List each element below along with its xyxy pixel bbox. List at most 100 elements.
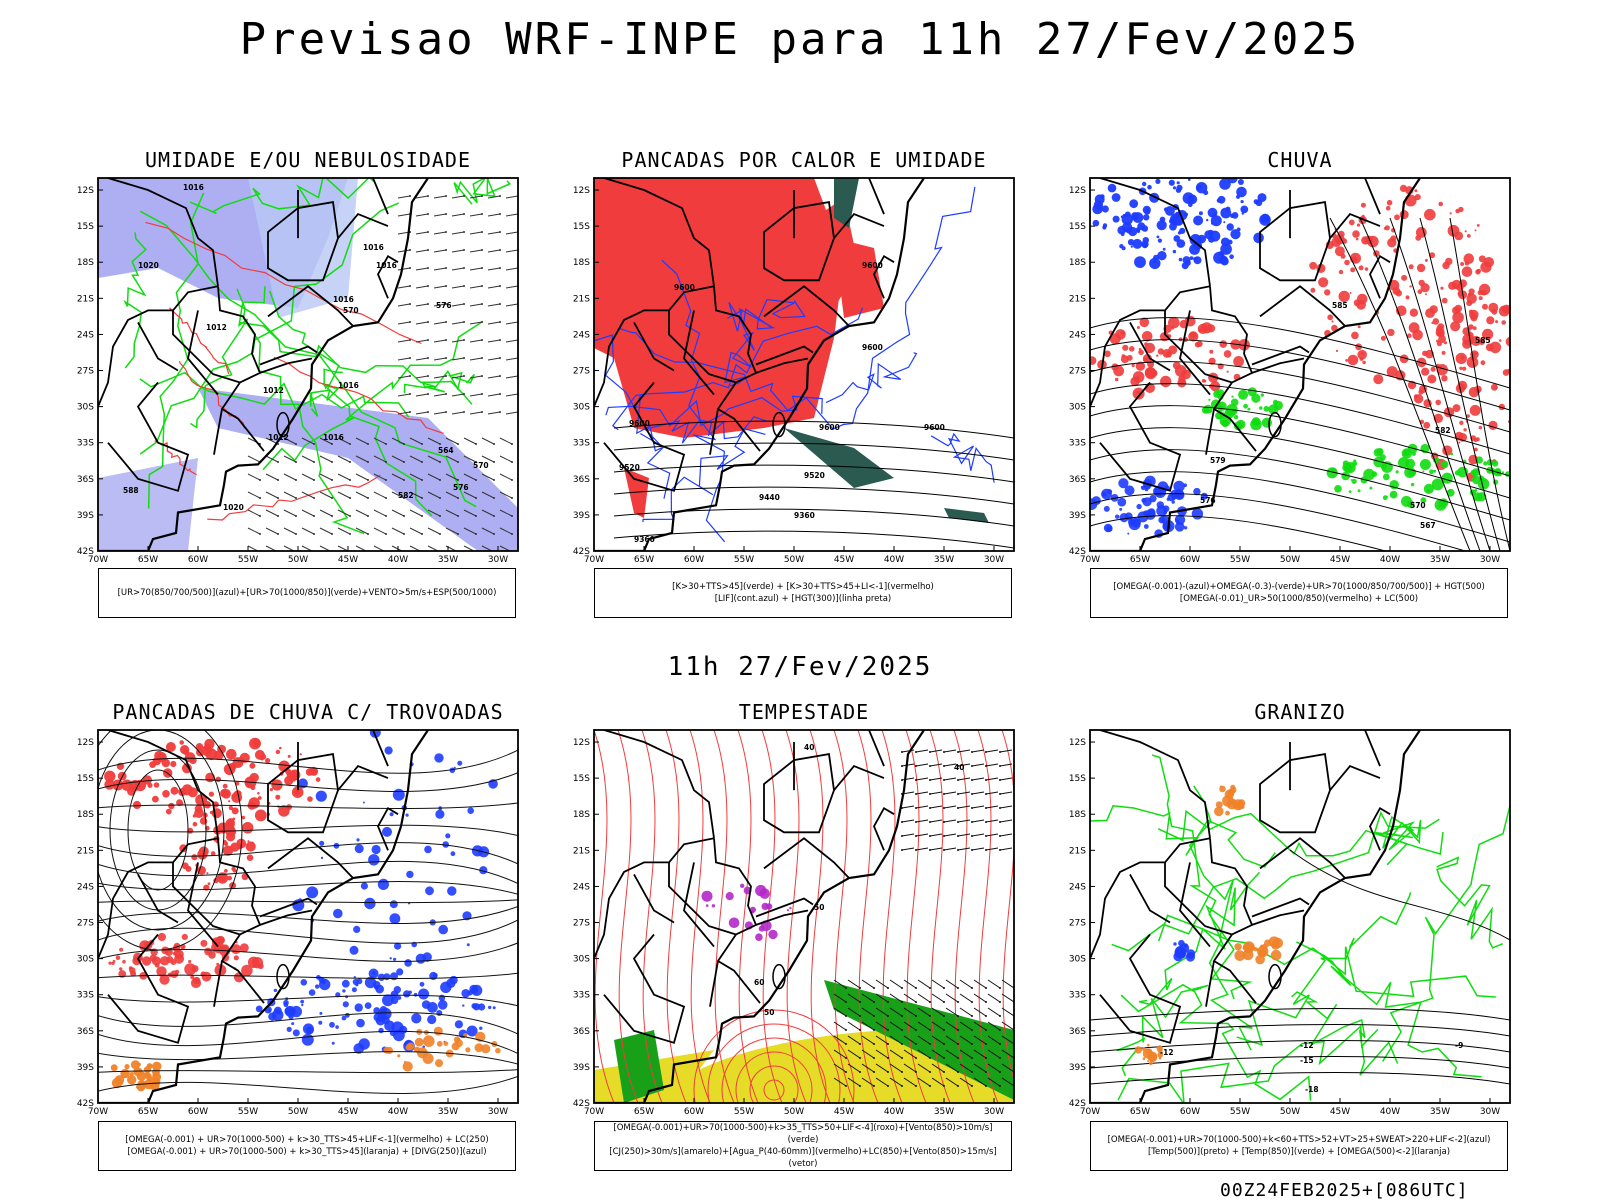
contour-label: 40 [804,743,814,752]
contour-label: 9520 [804,471,825,480]
lat-tick-label: 24S [1069,882,1086,892]
lat-tick-label: 39S [77,511,94,521]
weather-map: 9600 9600 9600 9600 9600 9600 9520 9520 9440 9360… [573,177,1015,565]
contour-label: 9600 [862,261,883,270]
lat-tick-label: 33S [77,991,94,1001]
lon-tick-label: 50W [784,555,804,565]
panel-legend: [UR>70(850/700/500)](azul)+[UR>70(1000/8… [98,568,516,618]
lat-tick-label: 12S [1069,738,1086,748]
contour-label: 576 [453,483,469,492]
lat-tick-label: 18S [1069,810,1086,820]
panel-title: UMIDADE E/OU NEBULOSIDADE [144,148,472,172]
contour-label: 50 [764,1008,774,1017]
legend-line: [OMEGA(-0.001) + UR>70(1000-500) + k>30_… [125,1135,489,1145]
legend-line: [CJ(250)>30m/s](amarelo)+[Agua_P(40-60mm… [609,1147,997,1169]
contour-label: 1012 [268,433,289,442]
legend-line: [OMEGA(-0.001) + UR>70(1000-500) + k>30_… [127,1147,487,1157]
contour-label: 576 [1200,496,1216,505]
lon-tick-label: 65W [634,555,654,565]
lon-tick-label: 35W [438,1107,458,1117]
contour-label: 1012 [206,323,227,332]
panel-legend: [OMEGA(-0.001)+UR>70(1000-500)+k<60+TTS>… [1090,1121,1508,1171]
legend-line: [OMEGA(-0.001)-(azul)+OMEGA(-0.3)-(verde… [1113,582,1485,592]
lat-tick-label: 24S [1069,330,1086,340]
contour-label: 9600 [629,419,650,428]
lat-tick-label: 24S [573,330,590,340]
lon-tick-label: 45W [1330,1107,1350,1117]
contour-label: 1020 [138,261,159,270]
lat-tick-label: 33S [573,439,590,449]
weather-map: 585 585 582 579 576 573 570 567 12S 15S 18S 21S 24S 2… [1069,177,1511,565]
coastline [98,730,430,1103]
lon-tick-label: 30W [1480,1107,1500,1117]
lat-tick-label: 21S [77,294,94,304]
lat-tick-label: 39S [573,1063,590,1073]
mid-title: 11h 27/Fev/2025 [667,652,933,682]
lon-tick-label: 60W [684,1107,704,1117]
lon-tick-label: 35W [934,555,954,565]
contour-label: 570 [343,306,359,315]
contour-label: 582 [1435,426,1451,435]
lat-tick-label: 21S [573,846,590,856]
lat-tick-label: 30S [573,403,590,413]
lat-tick-label: 30S [1069,955,1086,965]
lon-tick-label: 70W [88,555,108,565]
contour-label: -12 [1160,1048,1174,1057]
coastline [594,730,926,1103]
lat-tick-label: 18S [1069,258,1086,268]
contour-label: 576 [436,301,452,310]
run-footer: 00Z24FEB2025+[086UTC] [1220,1180,1469,1201]
lon-tick-label: 70W [88,1107,108,1117]
lon-tick-label: 35W [438,555,458,565]
lat-tick-label: 27S [1069,367,1086,377]
contour-label: 585 [1332,301,1348,310]
lat-tick-label: 42S [77,1099,94,1109]
contour-label: -15 [1300,1056,1314,1065]
lat-tick-label: 12S [77,738,94,748]
lat-tick-label: 27S [77,919,94,929]
contour-label: 585 [1475,336,1491,345]
lon-tick-label: 60W [1180,1107,1200,1117]
lon-tick-label: 40W [388,1107,408,1117]
lat-tick-label: 36S [77,1027,94,1037]
contour-label: -9 [1455,1041,1463,1050]
contour-label: 40 [954,763,964,772]
lat-tick-label: 42S [1069,547,1086,557]
lon-tick-label: 30W [984,555,1004,565]
lon-tick-label: 30W [984,1107,1004,1117]
lat-tick-label: 21S [77,846,94,856]
lon-tick-label: 45W [338,555,358,565]
legend-line: [OMEGA(-0.001)+UR>70(1000-500)+k>35_TTS>… [613,1123,993,1145]
lon-tick-label: 65W [634,1107,654,1117]
lat-tick-label: 24S [77,882,94,892]
coastline [594,178,926,551]
lat-tick-label: 30S [573,955,590,965]
lon-tick-label: 50W [1280,1107,1300,1117]
lat-tick-label: 15S [573,222,590,232]
lat-tick-label: 12S [573,186,590,196]
lat-tick-label: 24S [77,330,94,340]
lat-tick-label: 15S [573,774,590,784]
lat-tick-label: 33S [1069,439,1086,449]
legend-line: [Temp(500)](preto) + [Temp(850)](verde) … [1147,1147,1451,1157]
lon-tick-label: 60W [188,555,208,565]
lon-tick-label: 35W [934,1107,954,1117]
lon-tick-label: 65W [1130,1107,1150,1117]
coastline [1090,178,1422,551]
contour-label: 588 [123,486,139,495]
lon-tick-label: 45W [834,1107,854,1117]
contour-label: 567 [1420,521,1436,530]
weather-map: 40 40 50 50 60 12S 15S 18S 21S 24S 27S 30S 33S 36S 39S… [573,729,1015,1117]
lon-tick-label: 70W [1080,555,1100,565]
lat-tick-label: 12S [77,186,94,196]
lat-tick-label: 33S [1069,991,1086,1001]
contour-label: 9600 [674,283,695,292]
coastline [98,178,430,551]
coastline [1090,730,1422,1103]
lat-tick-label: 24S [573,882,590,892]
panel-legend: [K>30+TTS>45](verde) + [K>30+TTS>45+LI<-… [594,568,1012,618]
legend-line: [LIF](cont.azul) + [HGT(300)](linha pret… [714,594,892,604]
lat-tick-label: 42S [1069,1099,1086,1109]
contour-label: 1016 [376,261,397,270]
